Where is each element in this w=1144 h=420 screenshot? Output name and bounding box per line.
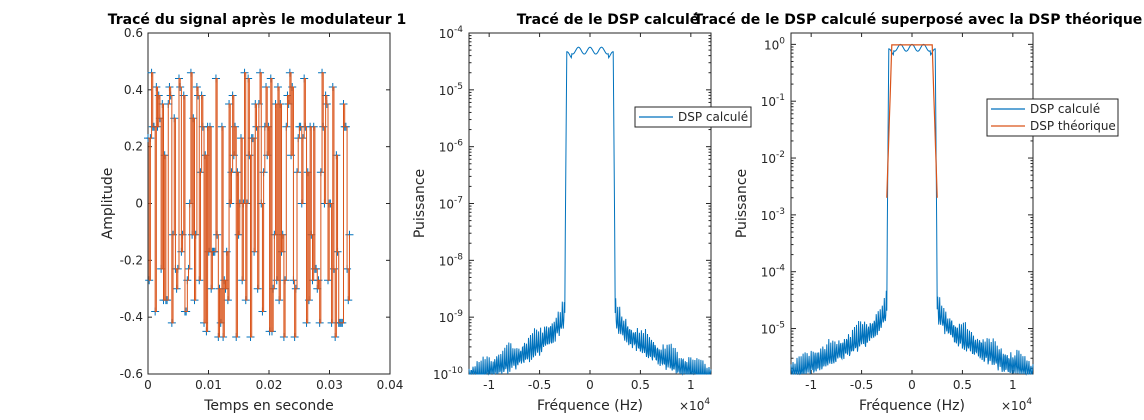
y-tick-label-power: -10 [448, 366, 463, 376]
axes-box-3 [790, 32, 1034, 375]
y-tick-label-power: -3 [776, 207, 785, 217]
axes-box-2 [468, 32, 712, 375]
legend-entry: DSP calculé [1030, 102, 1100, 116]
y-tick-label-base: 10 [761, 266, 776, 280]
x-exponent-label: ×104 [1001, 397, 1032, 413]
y-tick-label-base: 10 [439, 254, 454, 268]
y-axis-label: Puissance [412, 169, 428, 238]
y-tick-label-power: -5 [776, 321, 785, 331]
y-tick-label-power: -5 [454, 82, 463, 92]
y-tick-label: -0.2 [120, 253, 143, 267]
y-tick-label: 10-8 [439, 252, 464, 268]
legend-3: DSP calculé DSP théorique [986, 98, 1119, 137]
y-tick-label: 10-7 [439, 196, 463, 212]
y-tick-label: 10-5 [761, 321, 785, 337]
y-tick-label: 0.4 [124, 83, 143, 97]
y-tick-label-base: 10 [761, 323, 776, 337]
y-tick-label: 10-10 [433, 366, 463, 382]
y-tick-label-base: 10 [433, 368, 448, 382]
y-tick-label: 0 [135, 197, 143, 211]
dsp-series-3 [790, 43, 1034, 376]
x-axis-label: Temps en seconde [203, 398, 334, 414]
y-tick-label: 10-6 [439, 139, 464, 155]
chart-title: Tracé de le DSP calculé [517, 12, 700, 28]
y-tick-label-power: -6 [454, 139, 463, 149]
x-tick-label: 0.04 [377, 378, 404, 392]
y-tick-label-power: -4 [454, 25, 463, 35]
y-axis-label: Puissance [734, 169, 750, 238]
x-tick-label: -0.5 [850, 378, 873, 392]
x-tick-label: 0.02 [256, 378, 283, 392]
dsp-series-2 [468, 46, 712, 376]
y-tick-label: 10-4 [761, 264, 786, 280]
legend-box [634, 106, 752, 128]
y-tick-label: 0.2 [124, 140, 143, 154]
y-tick-label: 10-2 [761, 150, 785, 166]
dsp-calcule-line [468, 46, 712, 376]
x-exponent-power: 4 [1026, 397, 1032, 407]
x-tick-label: -0.5 [528, 378, 551, 392]
x-exponent-base: ×10 [1001, 399, 1026, 413]
dsp-theorique-line [886, 44, 938, 198]
y-tick-label-power: -2 [776, 150, 785, 160]
y-tick-label: 10-3 [761, 207, 785, 223]
x-tick-label: -1 [805, 378, 817, 392]
dsp-calcule-line [790, 43, 1034, 376]
axes-box-1 [147, 32, 391, 375]
y-axis-label: Amplitude [100, 168, 116, 240]
y-tick-label: 0.6 [124, 26, 143, 40]
y-tick-label-power: -4 [776, 264, 785, 274]
y-tick-label: 100 [764, 36, 785, 52]
legend-2: DSP calculé [634, 106, 752, 128]
y-tick-label: 10-1 [761, 93, 785, 109]
y-tick-label-power: -1 [776, 93, 785, 103]
y-tick-label-base: 10 [439, 311, 454, 325]
y-tick-label-base: 10 [761, 152, 776, 166]
y-tick-label-power: -8 [454, 252, 463, 262]
x-tick-label: 0.03 [316, 378, 343, 392]
y-tick-label: -0.6 [120, 367, 143, 381]
x-axis-label: Fréquence (Hz) [859, 398, 965, 414]
x-axis-label: Fréquence (Hz) [537, 398, 643, 414]
y-tick-label-power: -7 [454, 196, 463, 206]
y-tick-label-base: 10 [761, 95, 776, 109]
legend-entry: DSP calculé [678, 110, 748, 124]
x-tick-label: 0.5 [631, 378, 650, 392]
y-tick-label: 10-9 [439, 309, 464, 325]
y-tick-label-base: 10 [439, 141, 454, 155]
legend-box [986, 98, 1119, 137]
x-exponent-base: ×10 [679, 399, 704, 413]
y-tick-label: -0.4 [120, 310, 143, 324]
y-tick-label-base: 10 [439, 198, 454, 212]
x-tick-label: 1 [687, 378, 695, 392]
y-tick-label-power: 0 [779, 36, 785, 46]
x-tick-label: 0 [144, 378, 152, 392]
y-tick-label-base: 10 [439, 27, 454, 41]
x-tick-label: -1 [483, 378, 495, 392]
signal-series [144, 68, 354, 342]
chart-title: Tracé du signal après le modulateur 1 [108, 12, 407, 28]
x-tick-label: 0.01 [195, 378, 222, 392]
y-tick-label: 10-4 [439, 25, 464, 41]
y-tick-label-power: -9 [454, 309, 463, 319]
chart-title: Tracé de le DSP calculé superposé avec l… [694, 12, 1143, 28]
x-tick-label: 0 [586, 378, 594, 392]
x-tick-label: 0.5 [953, 378, 972, 392]
x-exponent-label: ×104 [679, 397, 710, 413]
y-tick-label-base: 10 [764, 38, 779, 52]
x-tick-label: 0 [908, 378, 916, 392]
x-exponent-power: 4 [704, 397, 710, 407]
legend-entry: DSP théorique [1030, 119, 1116, 133]
y-tick-label-base: 10 [439, 84, 454, 98]
x-tick-label: 1 [1009, 378, 1017, 392]
y-tick-label-base: 10 [761, 209, 776, 223]
signal-line [148, 72, 350, 338]
y-tick-label: 10-5 [439, 82, 463, 98]
